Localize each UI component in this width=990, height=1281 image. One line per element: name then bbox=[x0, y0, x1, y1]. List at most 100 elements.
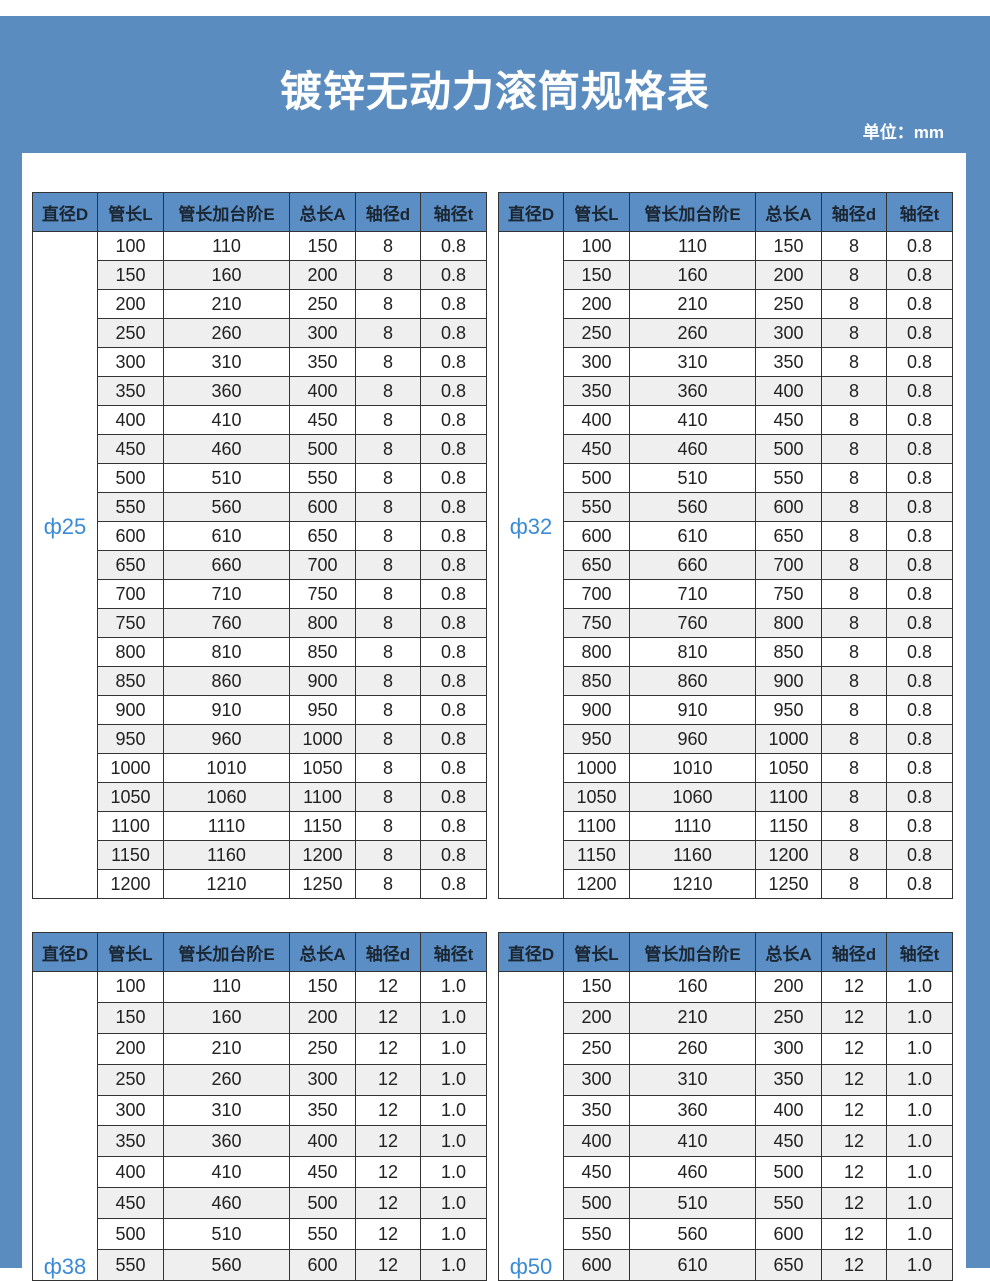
table-row: 450 460 500 8 0.8 bbox=[33, 434, 487, 464]
column-header: 直径D bbox=[32, 932, 98, 972]
table-cell: 1.0 bbox=[420, 1001, 487, 1034]
table-cell: 550 bbox=[97, 492, 164, 522]
table-row: 550 560 600 12 1.0 bbox=[499, 1218, 953, 1251]
table-cell: 360 bbox=[163, 1125, 290, 1158]
table-cell: 1100 bbox=[289, 782, 356, 812]
table-row: 250 260 300 8 0.8 bbox=[33, 318, 487, 348]
table-header-row: 直径D 管长L 管长加台阶E 总长A 轴径d 轴径t bbox=[32, 932, 487, 972]
table-row: 350 360 400 8 0.8 bbox=[33, 376, 487, 406]
table-cell: 8 bbox=[355, 608, 421, 638]
table-cell: 460 bbox=[629, 1156, 756, 1189]
table-cell: 1.0 bbox=[420, 1218, 487, 1251]
table-cell: 8 bbox=[355, 463, 421, 493]
table-cell: 200 bbox=[97, 1032, 164, 1065]
table-row: 700 710 750 8 0.8 bbox=[33, 579, 487, 609]
table-cell: 300 bbox=[97, 347, 164, 377]
table-cell: 8 bbox=[821, 695, 887, 725]
spec-table-d50: 直径D 管长L 管长加台阶E 总长A 轴径d 轴径t ф50 150 160 200 12 1.0 20… bbox=[498, 932, 953, 1281]
table-cell: 160 bbox=[629, 971, 756, 1003]
table-cell: 600 bbox=[289, 1249, 356, 1281]
table-cell: 0.8 bbox=[886, 637, 953, 667]
table-cell: 300 bbox=[289, 1063, 356, 1096]
table-cell: 860 bbox=[629, 666, 756, 696]
table-cell: 410 bbox=[629, 405, 756, 435]
table-cell: 750 bbox=[563, 608, 630, 638]
table-cell: 0.8 bbox=[886, 260, 953, 290]
table-row: 350 360 400 12 1.0 bbox=[33, 1125, 487, 1158]
table-cell: 150 bbox=[289, 231, 356, 261]
spec-table-d38: 直径D 管长L 管长加台阶E 总长A 轴径d 轴径t ф38 100 110 150 12 1.0 15… bbox=[32, 932, 487, 1281]
diameter-cell: ф50 bbox=[498, 971, 564, 1281]
table-cell: 8 bbox=[821, 405, 887, 435]
table-cell: 200 bbox=[563, 289, 630, 319]
table-cell: 600 bbox=[755, 1218, 822, 1251]
table-cell: 0.8 bbox=[886, 666, 953, 696]
table-cell: 8 bbox=[821, 347, 887, 377]
table-cell: 8 bbox=[821, 753, 887, 783]
table-cell: 110 bbox=[163, 971, 290, 1003]
table-cell: 450 bbox=[97, 434, 164, 464]
table-cell: 500 bbox=[563, 1187, 630, 1220]
table-cell: 900 bbox=[97, 695, 164, 725]
table-cell: 8 bbox=[355, 376, 421, 406]
table-cell: 250 bbox=[755, 1001, 822, 1034]
table-cell: 450 bbox=[755, 1125, 822, 1158]
column-header: 管长L bbox=[97, 192, 164, 232]
table-cell: 8 bbox=[821, 376, 887, 406]
table-row: 1200 1210 1250 8 0.8 bbox=[499, 869, 953, 899]
table-cell: 410 bbox=[163, 405, 290, 435]
table-row: 450 460 500 8 0.8 bbox=[499, 434, 953, 464]
table-cell: 0.8 bbox=[420, 347, 487, 377]
table-cell: 160 bbox=[629, 260, 756, 290]
table-cell: 0.8 bbox=[420, 695, 487, 725]
table-cell: 410 bbox=[629, 1125, 756, 1158]
table-cell: 1060 bbox=[163, 782, 290, 812]
table-cell: 8 bbox=[355, 434, 421, 464]
table-cell: 0.8 bbox=[886, 840, 953, 870]
table-cell: 12 bbox=[355, 1156, 421, 1189]
table-cell: 1060 bbox=[629, 782, 756, 812]
table-cell: 12 bbox=[355, 971, 421, 1003]
table-cell: 0.8 bbox=[886, 811, 953, 841]
table-cell: 710 bbox=[629, 579, 756, 609]
table-cell: 650 bbox=[289, 521, 356, 551]
table-cell: 800 bbox=[97, 637, 164, 667]
table-cell: 8 bbox=[355, 260, 421, 290]
table-cell: 0.8 bbox=[886, 289, 953, 319]
table-cell: 800 bbox=[289, 608, 356, 638]
table-cell: 12 bbox=[355, 1125, 421, 1158]
table-row: 450 460 500 12 1.0 bbox=[499, 1156, 953, 1189]
table-cell: 12 bbox=[355, 1249, 421, 1281]
table-cell: 8 bbox=[355, 753, 421, 783]
table-cell: 910 bbox=[629, 695, 756, 725]
table-cell: 510 bbox=[629, 1187, 756, 1220]
table-cell: 1.0 bbox=[886, 971, 953, 1003]
table-cell: 0.8 bbox=[420, 724, 487, 754]
table-cell: 260 bbox=[163, 1063, 290, 1096]
table-cell: 1.0 bbox=[420, 1094, 487, 1127]
table-cell: 12 bbox=[821, 1218, 887, 1251]
table-cell: 12 bbox=[821, 1063, 887, 1096]
table-cell: 150 bbox=[755, 231, 822, 261]
table-cell: 600 bbox=[289, 492, 356, 522]
table-cell: 8 bbox=[355, 869, 421, 899]
table-cell: 1110 bbox=[629, 811, 756, 841]
table-cell: 800 bbox=[755, 608, 822, 638]
table-cell: 900 bbox=[563, 695, 630, 725]
table-cell: 12 bbox=[821, 1249, 887, 1281]
table-cell: 8 bbox=[821, 724, 887, 754]
table-row: 500 510 550 8 0.8 bbox=[499, 463, 953, 493]
table-cell: 350 bbox=[97, 1125, 164, 1158]
table-cell: 8 bbox=[821, 231, 887, 261]
table-cell: 500 bbox=[97, 1218, 164, 1251]
table-cell: 1150 bbox=[97, 840, 164, 870]
table-cell: 900 bbox=[289, 666, 356, 696]
table-cell: 700 bbox=[755, 550, 822, 580]
table-cell: 300 bbox=[755, 1032, 822, 1065]
table-cell: 12 bbox=[355, 1218, 421, 1251]
table-cell: 0.8 bbox=[886, 608, 953, 638]
page-title: 镀锌无动力滚筒规格表 bbox=[279, 68, 710, 115]
table-row: 1100 1110 1150 8 0.8 bbox=[33, 811, 487, 841]
table-cell: 8 bbox=[355, 231, 421, 261]
table-row: 250 260 300 12 1.0 bbox=[33, 1063, 487, 1096]
